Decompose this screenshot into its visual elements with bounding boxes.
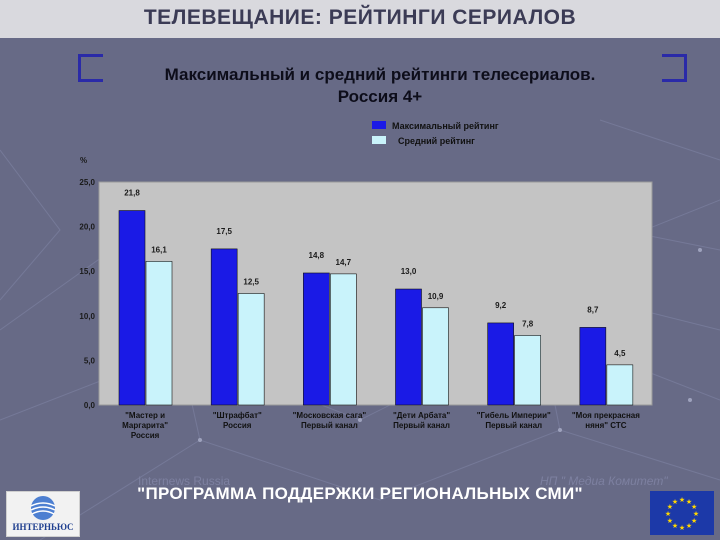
data-label-max: 14,8 xyxy=(309,251,325,260)
x-tick-label: Маргарита" xyxy=(122,421,168,430)
flag-star-icon: ★ xyxy=(686,498,692,506)
legend-swatch-avg xyxy=(372,136,386,144)
y-tick-label: 5,0 xyxy=(84,356,96,365)
flag-star-icon: ★ xyxy=(665,510,671,518)
page-title: ТЕЛЕВЕЩАНИЕ: РЕЙТИНГИ СЕРИАЛОВ xyxy=(143,6,577,29)
x-tick-label: Первый канал xyxy=(301,421,358,430)
x-tick-label: "Моя прекрасная xyxy=(572,411,640,420)
logo-text: ИНТЕРНЬЮС xyxy=(12,522,74,532)
footer-banner: "ПРОГРАММА ПОДДЕРЖКИ РЕГИОНАЛЬНЫХ СМИ" xyxy=(137,484,583,503)
x-tick-label: "Московская сага" xyxy=(293,411,367,420)
chart-title-line-2: Россия 4+ xyxy=(337,87,423,106)
flag-star-icon: ★ xyxy=(693,510,699,518)
chart-title-line-1: Максимальный и средний рейтинги телесери… xyxy=(164,65,596,84)
y-tick-label: 10,0 xyxy=(79,312,95,321)
y-tick-label: 20,0 xyxy=(79,223,95,232)
data-label-avg: 4,5 xyxy=(614,349,626,358)
bar-max-rating xyxy=(487,322,514,406)
data-label-avg: 12,5 xyxy=(243,278,259,287)
flag-star-icon: ★ xyxy=(686,522,692,530)
legend-swatch-max xyxy=(372,121,386,129)
bar-avg-rating xyxy=(237,293,265,406)
bar-max-rating xyxy=(395,288,422,406)
x-tick-label: Россия xyxy=(223,421,252,430)
x-tick-label: "Штрафбат" xyxy=(213,411,262,420)
footer-watermark-right: НП " Медиа Комитет" xyxy=(540,474,668,488)
globe-icon xyxy=(30,496,56,520)
flag-star-icon: ★ xyxy=(691,503,697,511)
data-label-avg: 16,1 xyxy=(151,245,167,254)
internews-logo: ИНТЕРНЬЮС xyxy=(6,491,80,537)
flag-star-icon: ★ xyxy=(672,498,678,506)
plot-area xyxy=(98,181,653,406)
data-label-avg: 10,9 xyxy=(428,292,444,301)
y-tick-label: 0,0 xyxy=(84,401,96,410)
chart-title: Максимальный и средний рейтинги телесери… xyxy=(110,64,650,108)
title-bracket-left xyxy=(78,54,103,82)
bar-max-rating xyxy=(210,248,238,406)
y-tick-label: 25,0 xyxy=(79,178,95,187)
data-label-max: 8,7 xyxy=(587,305,599,314)
legend-label-max: Максимальный рейтинг xyxy=(392,121,499,131)
x-tick-label: Первый канал xyxy=(393,421,450,430)
bar-avg-rating xyxy=(330,273,357,406)
bar-avg-rating xyxy=(514,335,541,406)
eu-flag-icon: ★★★★★★★★★ ★ ★★ xyxy=(650,491,714,535)
flag-star-icon: ★ xyxy=(672,522,678,530)
bar-max-rating xyxy=(303,272,330,406)
header-bar xyxy=(0,0,720,38)
x-tick-label: Россия xyxy=(131,431,160,440)
x-tick-label: "Мастер и xyxy=(125,411,165,420)
data-label-max: 17,5 xyxy=(216,227,232,236)
x-tick-label: "Гибель Империи" xyxy=(477,411,551,420)
bar-max-rating xyxy=(579,327,607,406)
legend-label-avg: Средний рейтинг xyxy=(398,136,475,146)
flag-star-icon: ★ xyxy=(679,496,685,504)
x-tick-label: Первый канал xyxy=(485,421,542,430)
y-axis-label: % xyxy=(80,156,87,165)
y-tick-label: 15,0 xyxy=(79,267,95,276)
x-tick-label: "Дети Арбата" xyxy=(393,411,450,420)
bar-avg-rating xyxy=(145,261,173,406)
data-label-max: 21,8 xyxy=(124,189,140,198)
flag-star-icon: ★ xyxy=(679,524,685,532)
bar-avg-rating xyxy=(422,307,449,406)
flag-star-icon: ★ xyxy=(667,517,673,525)
x-tick-label: няня" СТС xyxy=(585,421,626,430)
footer-watermark-left: Internews Russia xyxy=(138,474,231,488)
bar-max-rating xyxy=(118,210,146,406)
data-label-max: 9,2 xyxy=(495,301,507,310)
bar-avg-rating xyxy=(606,364,634,406)
title-bracket-right xyxy=(662,54,687,82)
flag-star-icon: ★ xyxy=(667,503,673,511)
data-label-avg: 7,8 xyxy=(522,319,534,328)
data-label-avg: 14,7 xyxy=(336,258,352,267)
data-label-max: 13,0 xyxy=(401,267,417,276)
flag-star-icon: ★ xyxy=(691,517,697,525)
